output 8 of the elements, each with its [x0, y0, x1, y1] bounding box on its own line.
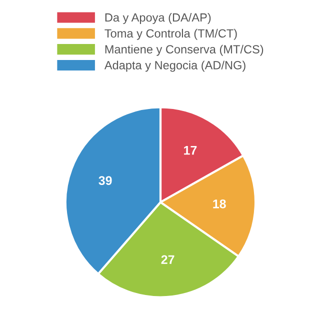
legend-label: Mantiene y Conserva (MT/CS): [105, 44, 264, 56]
data-label: 39: [98, 176, 112, 185]
data-label: 18: [213, 199, 226, 208]
legend-label: Toma y Controla (TM/CT): [104, 28, 237, 40]
legend-label: Da y Apoya (DA/AP): [105, 13, 211, 24]
data-label: 17: [184, 146, 197, 155]
data-label: 27: [161, 255, 174, 264]
legend-label: Adapta y Negocia (AD/NG): [104, 60, 246, 72]
